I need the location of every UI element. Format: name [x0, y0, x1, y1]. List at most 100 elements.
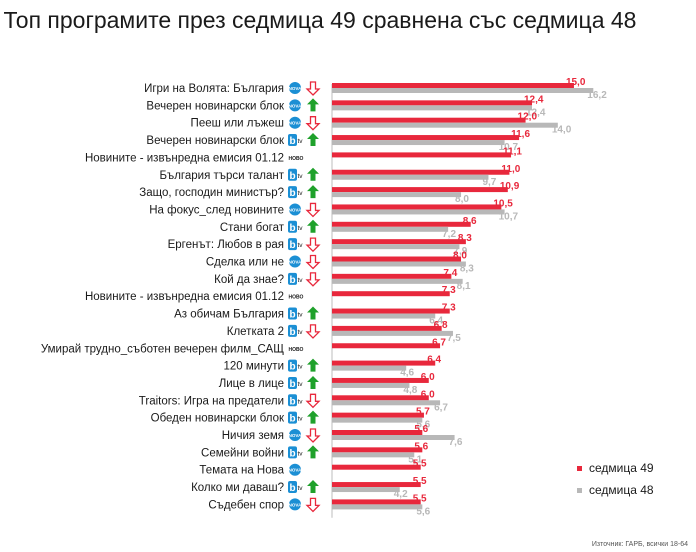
data-label-week48: 14,0 — [552, 125, 572, 136]
bar-week48 — [332, 174, 489, 180]
category-label: Клетката 2 — [227, 326, 284, 338]
nova-logo-circle — [289, 498, 301, 511]
novo-logo-icon: НОВО — [289, 347, 304, 353]
bar-week48 — [332, 88, 594, 93]
btv-logo-letter: b — [289, 448, 295, 459]
data-label-week49: 11,0 — [501, 164, 520, 175]
data-label-week49: 7,4 — [443, 268, 457, 279]
data-label-week48: 16,2 — [587, 90, 607, 101]
btv-logo-icon: b tv — [288, 186, 303, 199]
bar-week48 — [332, 226, 449, 232]
bar-week48 — [332, 435, 455, 440]
btv-logo-letter: b — [289, 396, 295, 407]
category-label: Вечерен новинарски блок — [146, 100, 285, 112]
data-label-week49: 8,3 — [458, 233, 472, 244]
bar-week49 — [332, 291, 450, 297]
data-label-week49: 5,7 — [416, 407, 430, 418]
btv-logo-icon: b tv — [288, 324, 303, 338]
data-label-week48: 7,5 — [447, 333, 461, 344]
nova-logo-text: NOVA — [289, 260, 302, 265]
btv-logo-box — [288, 324, 297, 337]
data-label-week49: 6,8 — [434, 320, 448, 331]
bar-week49 — [332, 152, 512, 158]
novo-logo-icon: НОВО — [289, 295, 304, 301]
btv-logo-suffix: tv — [298, 398, 304, 405]
down-arrow-icon — [305, 237, 321, 253]
data-label-week48: 5,6 — [416, 420, 430, 431]
category-label: Ергенът: Любов в рая — [168, 239, 284, 251]
bar-week49 — [332, 169, 510, 175]
data-label-week49: 8,6 — [463, 216, 477, 227]
category-label: На фокус_след новините — [149, 204, 284, 216]
data-label-week48: 12,4 — [526, 107, 546, 118]
data-label-week49: 6,0 — [421, 372, 435, 383]
btv-logo-icon: b tv — [288, 220, 304, 234]
bar-week48 — [332, 400, 441, 406]
data-label-week48: 4,2 — [394, 489, 408, 500]
nova-logo-icon: NOVA — [289, 99, 302, 112]
data-label-week49: 5,5 — [413, 476, 427, 487]
bar-week48 — [332, 209, 505, 215]
category-label: Traitors: Игра на предатели — [139, 395, 284, 407]
bar-week49 — [332, 395, 429, 401]
btv-logo-box — [288, 411, 297, 424]
bar-week49 — [332, 308, 450, 314]
bar-week49 — [332, 204, 502, 210]
nova-logo-circle — [289, 82, 301, 94]
legend-label: седмица 49 — [589, 461, 654, 475]
category-label: Ничия земя — [222, 430, 284, 442]
category-label: Сделка или не — [206, 257, 284, 269]
category-label: България търси талант — [159, 170, 284, 182]
down-arrow-icon — [305, 116, 321, 131]
bar-week48 — [332, 382, 410, 388]
bar-week49 — [332, 360, 436, 366]
data-label-week49: 11,1 — [503, 146, 522, 157]
legend-marker — [577, 466, 582, 471]
btv-logo-letter: b — [289, 275, 295, 286]
category-label: 120 минути — [223, 361, 284, 373]
data-label-week49: 12,0 — [518, 112, 538, 123]
up-arrow-icon — [307, 375, 319, 389]
btv-logo-box — [288, 238, 297, 251]
btv-logo-box — [288, 394, 297, 407]
data-label-week49: 10,9 — [500, 181, 520, 192]
nova-logo-circle — [289, 116, 301, 129]
down-arrow-icon — [305, 497, 321, 513]
btv-logo-letter: b — [289, 171, 295, 182]
up-arrow-icon — [307, 98, 319, 112]
nova-logo-circle — [289, 203, 301, 216]
chart-title: Топ програмите през седмица 49 сравнена … — [3, 7, 637, 33]
up-arrow-icon — [307, 133, 319, 147]
data-label-week49: 7,3 — [442, 303, 456, 314]
nova-logo-circle — [289, 99, 301, 112]
btv-logo-suffix: tv — [298, 225, 304, 232]
category-label: Семейни войни — [201, 447, 284, 459]
btv-logo-box — [288, 481, 297, 494]
btv-logo-box — [288, 220, 297, 233]
btv-logo-box — [288, 376, 297, 389]
bar-week49 — [332, 273, 452, 279]
legend-label: седмица 48 — [589, 483, 654, 497]
data-label-week49: 12,4 — [524, 94, 544, 105]
category-label: Колко ми даваш? — [191, 482, 284, 494]
btv-logo-icon: b tv — [288, 168, 303, 182]
up-arrow-icon — [307, 167, 319, 181]
nova-logo-text: NOVA — [289, 433, 302, 438]
btv-logo-letter: b — [289, 362, 295, 373]
btv-logo-letter: b — [289, 223, 295, 234]
nova-logo-text: NOVA — [289, 103, 302, 108]
data-label-week48: 8,1 — [457, 281, 471, 292]
btv-logo-icon: b tv — [288, 411, 303, 425]
nova-logo-text: NOVA — [289, 502, 302, 507]
bar-week49 — [332, 430, 423, 435]
data-label-week48: 5,6 — [416, 506, 430, 517]
category-label: Новините - извънредна емисия 01.12 — [85, 291, 284, 303]
up-arrow-icon — [307, 445, 319, 459]
up-arrow-icon — [307, 358, 319, 372]
bar-week49 — [332, 83, 574, 88]
btv-logo-suffix: tv — [298, 364, 304, 371]
btv-logo-box — [288, 446, 297, 459]
bar-week49 — [332, 187, 508, 193]
btv-logo-suffix: tv — [298, 242, 304, 249]
nova-logo-icon: NOVA — [289, 463, 302, 476]
